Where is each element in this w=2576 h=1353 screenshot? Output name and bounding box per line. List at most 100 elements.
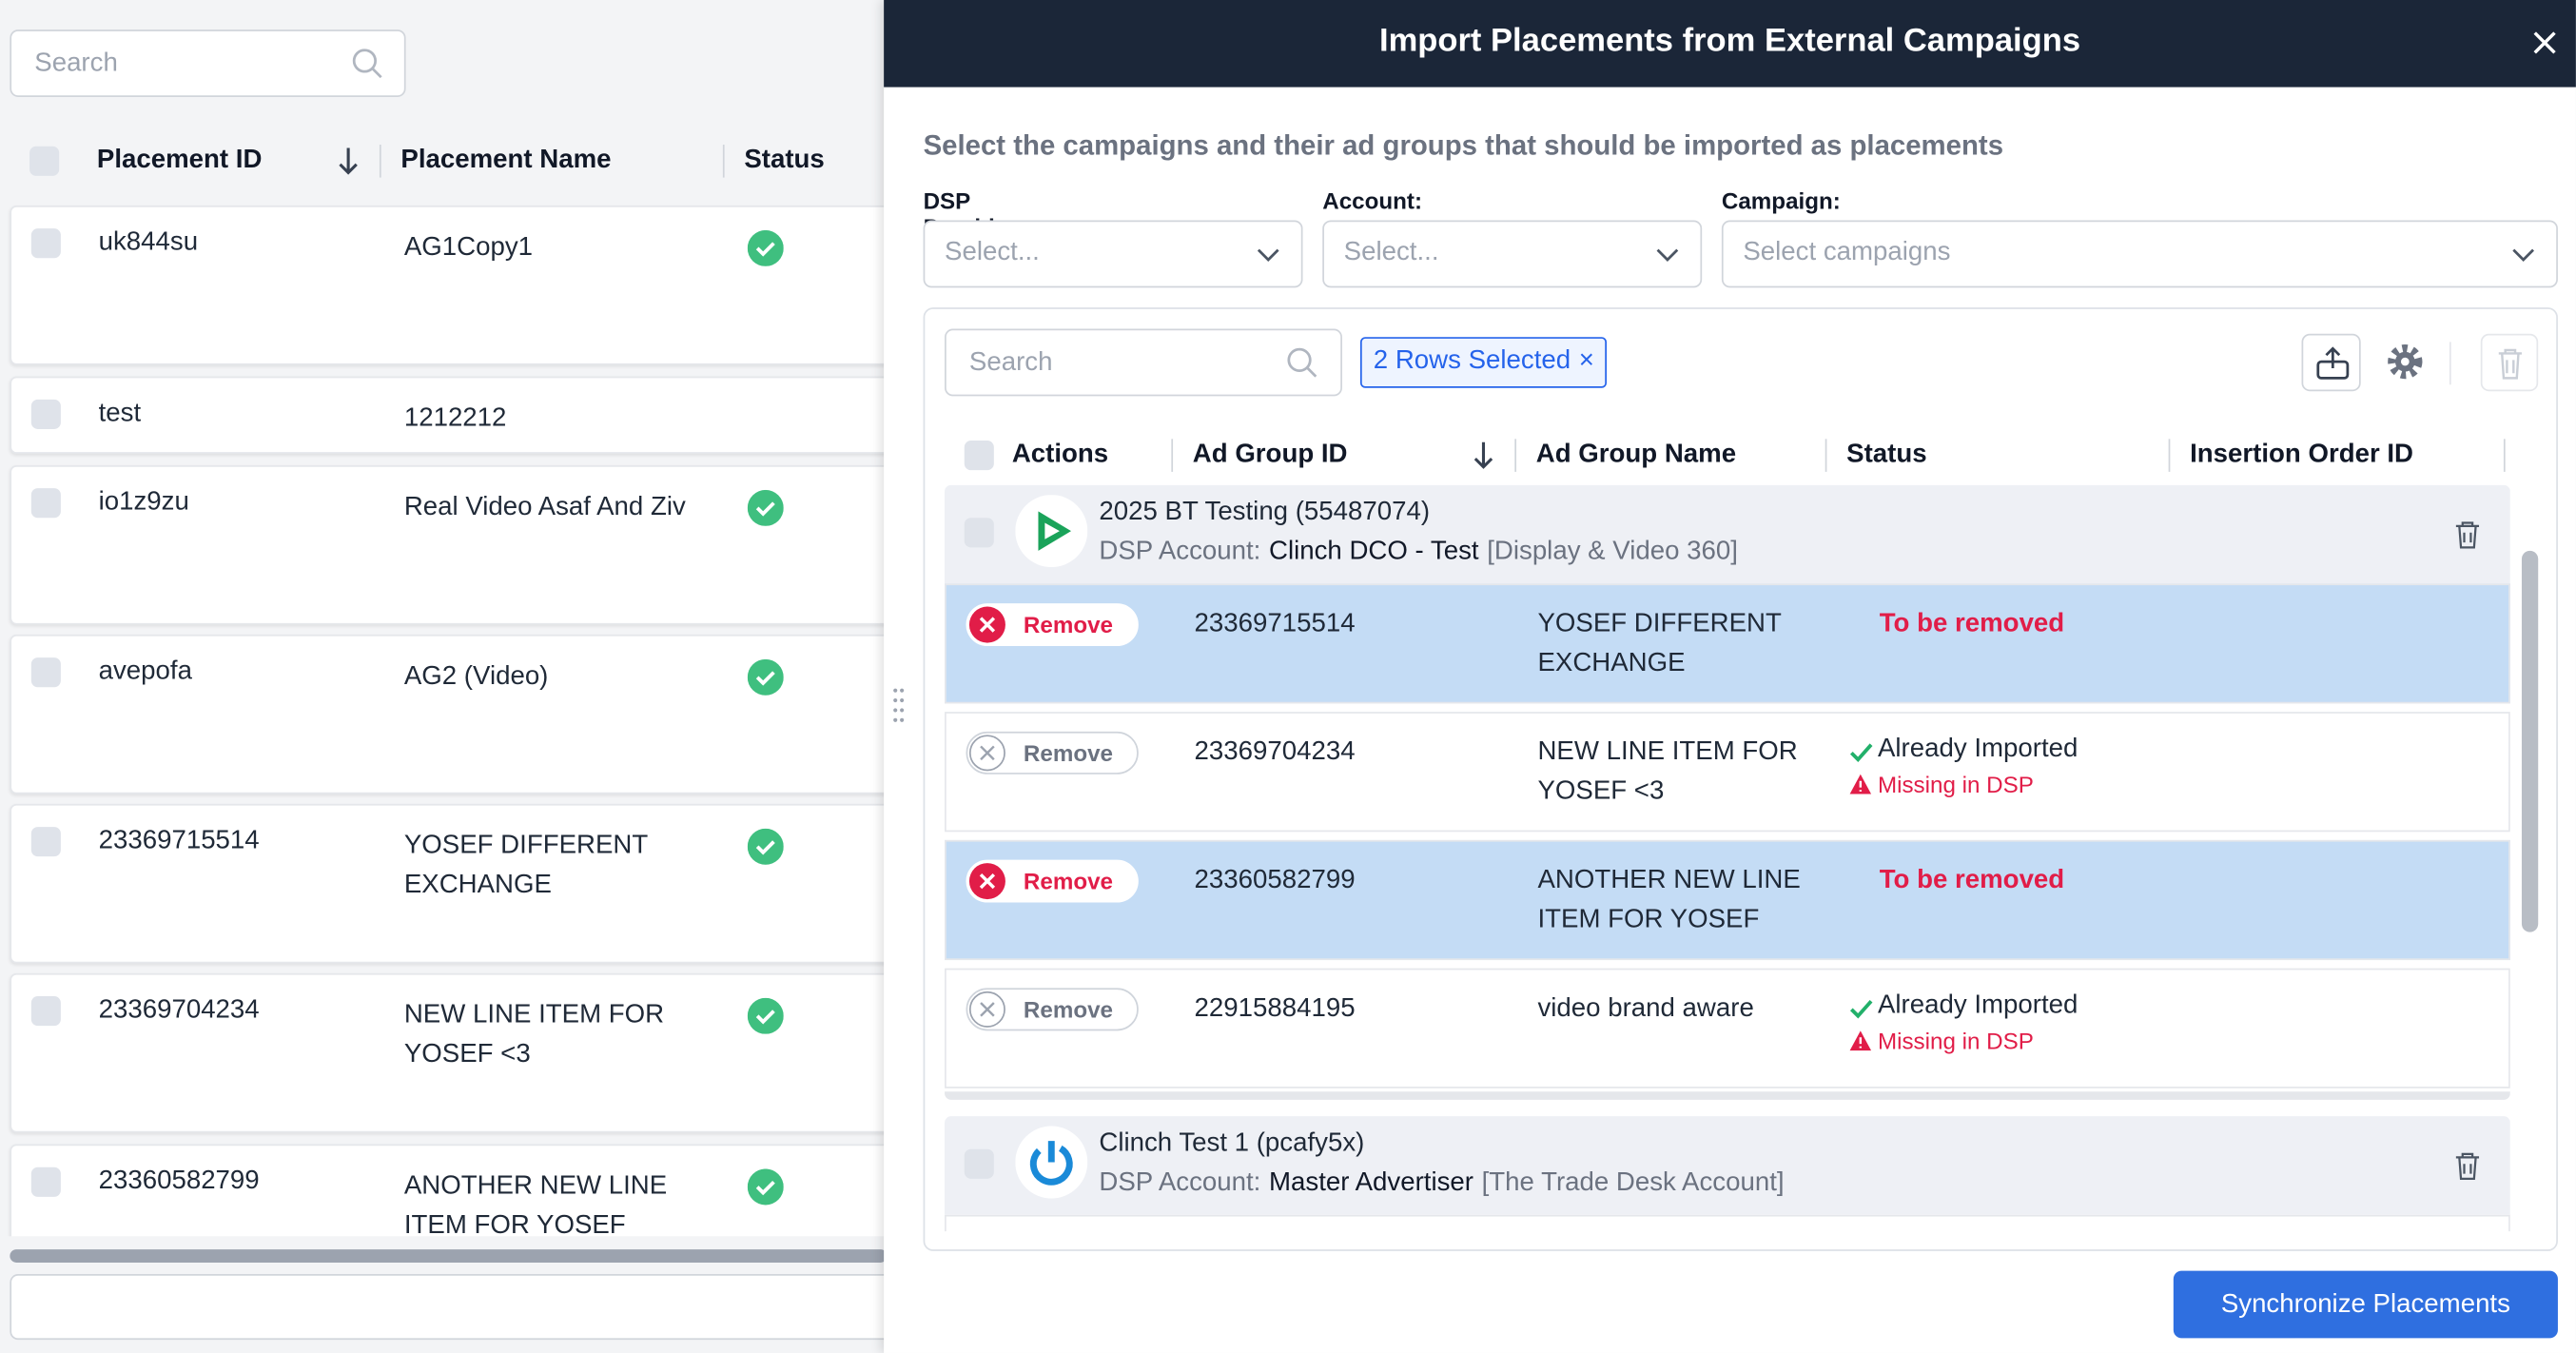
row-checkbox[interactable] [964,518,994,548]
account-label: DSP Account: [1099,537,1261,566]
remove-button[interactable]: Remove [966,859,1139,903]
placement-row[interactable]: uk844su AG1Copy1 [10,205,888,365]
placement-row[interactable]: 23369715514 YOSEF DIFFERENT EXCHANGE [10,803,888,964]
remove-button[interactable]: Remove [966,603,1139,647]
delete-button[interactable] [2480,333,2539,392]
remove-button[interactable]: Remove [966,731,1139,775]
settings-icon[interactable] [2386,342,2425,381]
delete-campaign[interactable] [2454,1150,2481,1188]
filter-select[interactable]: Select campaigns [1721,220,2558,288]
divider [2168,439,2171,472]
filter-select[interactable]: Select... [923,220,1303,288]
check-icon [747,1168,784,1206]
select-all-checkbox[interactable] [964,441,994,471]
chevron [1255,242,1281,276]
status-icon [747,997,784,1043]
ad-group-name: YOSEF DIFFERENT EXCHANGE [1537,610,1782,677]
account-name: Clinch DCO - Test [1268,537,1479,566]
placement-name: YOSEF DIFFERENT EXCHANGE [403,832,648,900]
search-box[interactable]: Search [10,29,406,97]
select-all-checkbox[interactable] [29,146,60,176]
placement-id: uk844su [98,228,199,257]
divider [2503,439,2506,472]
row-checkbox[interactable] [30,657,61,688]
ad-group-row[interactable]: Remove 22915884195 video brand aware Alread… [945,968,2510,1088]
divider [2449,342,2451,385]
ad-group-row[interactable] [945,1214,2510,1232]
chip-close[interactable]: × [1578,346,1594,375]
check-icon [747,997,784,1034]
divider [1514,439,1517,472]
row-checkbox[interactable] [30,399,61,429]
placement-row[interactable]: test 1212212 [10,376,888,454]
filter-label: Account: [1322,186,1423,214]
placement-row[interactable]: 23360582799 ANOTHER NEW LINE ITEM FOR YOS… [10,1144,888,1237]
warning-icon [1848,773,1873,804]
ad-group-row[interactable]: Remove 23369704234 NEW LINE ITEM FOR YOSEF… [945,712,2510,833]
warning-icon [1848,1029,1873,1061]
instructions: Select the campaigns and their ad groups… [923,129,2004,162]
placement-id: avepofa [98,657,192,686]
row-checkbox[interactable] [30,228,61,259]
check-icon [747,658,784,696]
column-header[interactable]: Status [744,146,825,175]
filter-select[interactable]: Select... [1322,220,1703,288]
footer-box [10,1274,897,1341]
row-checkbox[interactable] [30,488,61,519]
status-icon [747,1168,784,1213]
placement-id: 23369704234 [98,996,260,1025]
remove-icon [967,861,1006,909]
campaign-account: DSP Account: Master Advertiser [The Trade … [1099,1164,1784,1203]
check-icon [747,828,784,865]
export-button[interactable] [2301,333,2361,392]
remove-label: Remove [1023,739,1113,767]
inner-panel: Search 2 Rows Selected × Actions Ad Group… [923,307,2558,1251]
column-header[interactable]: Insertion Order ID [2190,441,2414,469]
row-checkbox[interactable] [964,1148,994,1179]
sort-arrow[interactable] [335,145,361,178]
submit-button[interactable]: Synchronize Placements [2173,1270,2558,1339]
placement-id: io1z9zu [98,488,189,517]
select-placeholder: Select campaigns [1743,238,1951,266]
column-header[interactable]: Placement ID [96,146,263,175]
check-icon [747,229,784,266]
modal-header: Import Placements from External Campaign… [884,0,2576,88]
account-label: DSP Account: [1099,1168,1261,1197]
sort-arrow[interactable] [1471,439,1497,472]
row-checkbox[interactable] [30,996,61,1027]
placement-row[interactable]: avepofa AG2 (Video) [10,634,888,794]
remove-button[interactable]: Remove [966,988,1139,1031]
placement-name: 1212212 [403,404,507,433]
inner-search[interactable]: Search [945,328,1342,397]
ad-group-row[interactable]: Remove 23369715514 YOSEF DIFFERENT EXCHANG… [945,583,2510,704]
placement-row[interactable]: 23369704234 NEW LINE ITEM FOR YOSEF <3 [10,972,888,1133]
v-scrollbar[interactable] [2521,550,2539,932]
campaign-account: DSP Account: Clinch DCO - Test [Display & … [1099,533,1738,572]
remove-label: Remove [1023,611,1113,638]
modal: Import Placements from External Campaign… [884,0,2576,1353]
remove-icon [967,990,1006,1037]
warning: Missing in DSP [1877,1027,2034,1054]
row-checkbox[interactable] [30,1167,61,1197]
placement-row[interactable]: io1z9zu Real Video Asaf And Ziv [10,464,888,625]
delete-campaign[interactable] [2454,520,2481,558]
column-header[interactable]: Ad Group Name [1535,441,1737,469]
h-scrollbar[interactable] [10,1249,888,1263]
resize-handle[interactable] [892,685,906,731]
column-header[interactable]: Ad Group ID [1192,441,1348,469]
ad-group-row[interactable]: Remove 23360582799 ANOTHER NEW LINE ITEM F… [945,839,2510,961]
campaign-list: 2025 BT Testing (55487074) DSP Account: Cl… [945,484,2510,1232]
status-check [1848,998,1875,1029]
row-checkbox[interactable] [30,827,61,857]
search-placeholder: Search [34,49,118,78]
placement-name: NEW LINE ITEM FOR YOSEF <3 [403,1001,665,1069]
account-type: [The Trade Desk Account] [1481,1168,1785,1197]
close-button[interactable] [2530,28,2560,57]
column-header[interactable]: Status [1846,441,1927,469]
column-header[interactable]: Placement Name [400,146,612,175]
selection-chip[interactable]: 2 Rows Selected × [1359,337,1608,388]
column-header[interactable]: Actions [1011,441,1109,469]
remove-label: Remove [1023,996,1113,1023]
